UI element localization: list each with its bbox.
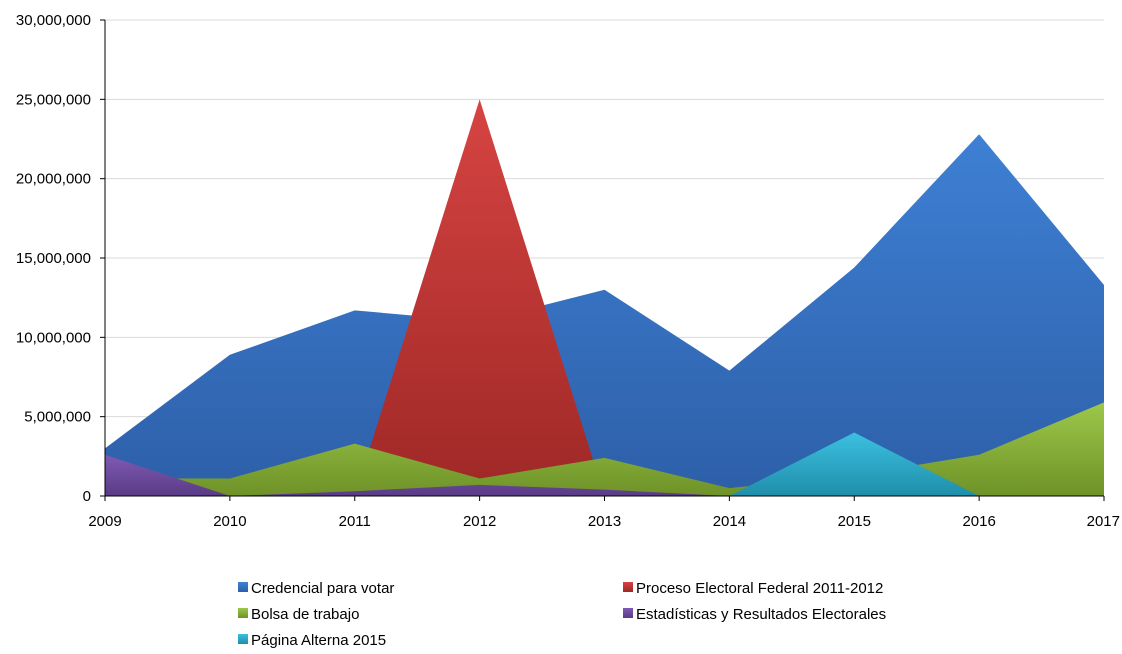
x-tick-label: 2016 [962,513,995,530]
y-tick-label: 25,000,000 [16,91,91,108]
x-axis-tick-labels: 2009 2010 2011 2012 2013 2014 2015 2016 2017 [88,513,1120,530]
area-credencial-para-votar [105,134,1104,497]
x-tick-label: 2015 [838,513,871,530]
legend-item-estadisticas-y-resultados-electorales: Estadísticas y Resultados Electorales [623,606,886,623]
x-tick-label: 2013 [588,513,621,530]
legend-swatch [238,608,248,618]
legend-label: Credencial para votar [251,580,394,597]
x-tick-label: 2010 [213,513,246,530]
legend: Credencial para votar Proceso Electoral F… [238,580,886,649]
legend-item-pagina-alterna-2015: Página Alterna 2015 [238,632,386,649]
y-tick-label: 0 [83,488,91,505]
legend-label: Página Alterna 2015 [251,632,386,649]
legend-swatch [238,634,248,644]
legend-label: Estadísticas y Resultados Electorales [636,606,886,623]
x-tick-label: 2009 [88,513,121,530]
legend-item-credencial-para-votar: Credencial para votar [238,580,394,597]
legend-item-bolsa-de-trabajo: Bolsa de trabajo [238,606,359,623]
legend-label: Bolsa de trabajo [251,606,359,623]
y-tick-label: 30,000,000 [16,12,91,29]
legend-swatch [623,608,633,618]
series-areas [105,99,1104,497]
axes [100,19,1105,501]
y-tick-label: 20,000,000 [16,171,91,188]
y-tick-label: 15,000,000 [16,250,91,267]
area-bolsa-de-trabajo [105,402,1104,496]
x-tick-label: 2017 [1087,513,1120,530]
x-tick-label: 2011 [339,513,371,530]
y-tick-label: 5,000,000 [24,409,91,426]
legend-label: Proceso Electoral Federal 2011-2012 [636,580,883,597]
legend-swatch [238,582,248,592]
area-estadisticas-y-resultados-electorales [105,454,1104,496]
x-tick-label: 2014 [713,513,746,530]
area-pagina-alterna-2015 [105,432,1104,496]
y-axis-tick-labels: 0 5,000,000 10,000,000 15,000,000 20,000,000… [16,12,91,505]
x-tick-label: 2012 [463,513,496,530]
legend-item-proceso-electoral-federal-2011-2012: Proceso Electoral Federal 2011-2012 [623,580,883,597]
legend-swatch [623,582,633,592]
y-tick-label: 10,000,000 [16,329,91,346]
